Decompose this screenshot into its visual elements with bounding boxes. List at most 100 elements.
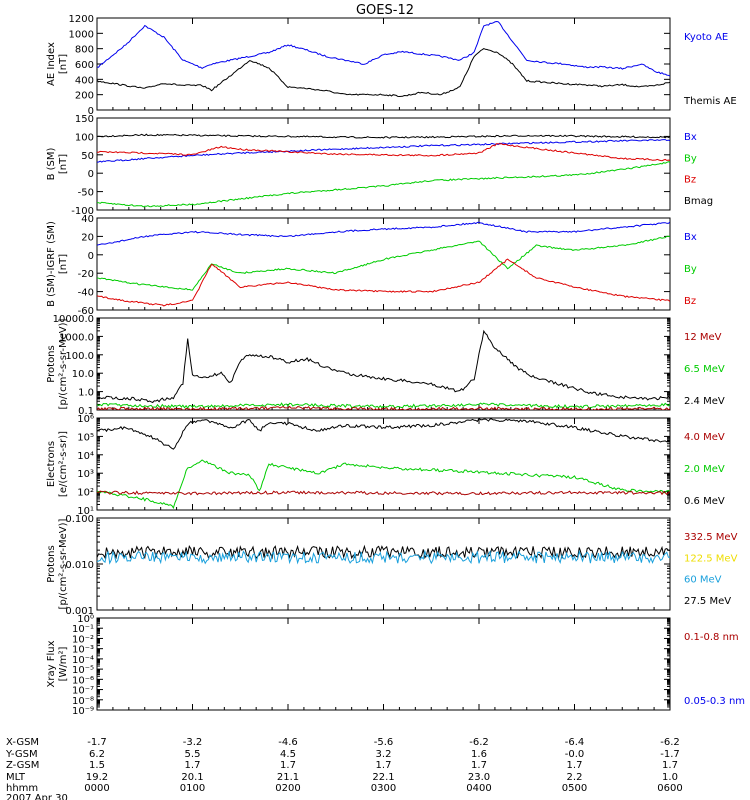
legend-label: 27.5 MeV bbox=[684, 596, 731, 607]
footer-value: -6.4 bbox=[565, 737, 585, 748]
footer-value: 1.7 bbox=[471, 760, 487, 771]
footer-value: 1.7 bbox=[185, 760, 201, 771]
footer-value: 23.0 bbox=[468, 772, 490, 783]
y-tick-label: 10⁻⁴ bbox=[72, 655, 94, 666]
y-axis-units: [nT] bbox=[58, 254, 69, 274]
y-tick-label: 200 bbox=[75, 91, 94, 102]
footer-value: 6.2 bbox=[89, 749, 105, 760]
legend-label: Bz bbox=[684, 175, 696, 186]
y-axis-units: [p/(cm²-s-sr-MeV)] bbox=[58, 318, 69, 409]
legend-label: 2.4 MeV bbox=[684, 396, 725, 407]
y-tick-label: 800 bbox=[75, 45, 94, 56]
y-axis-title: AE Index bbox=[46, 42, 57, 86]
y-tick-label: 0 bbox=[88, 106, 94, 117]
y-tick-label: 10³ bbox=[77, 469, 94, 480]
footer-value: 0500 bbox=[562, 783, 587, 794]
footer-value: 1.7 bbox=[280, 760, 296, 771]
series-line-2-4-mev bbox=[97, 329, 670, 404]
footer-value: 0000 bbox=[84, 783, 109, 794]
y-axis-units: [W/m²] bbox=[58, 646, 69, 681]
series-group bbox=[97, 544, 670, 565]
footer-value: -6.2 bbox=[660, 737, 680, 748]
ephemeris-footer: X-GSM -1.7 -3.2 -4.6 -5.6 -6.2 -6.4 -6.2 Y-GSM 6.… bbox=[5, 737, 683, 800]
y-tick-label: 0.1 bbox=[78, 406, 94, 417]
y-axis-title: Electrons bbox=[46, 441, 57, 487]
series-line-bx bbox=[97, 139, 670, 163]
y-axis-units: [nT] bbox=[58, 54, 69, 74]
series-group bbox=[97, 133, 670, 208]
panel-1: 0 200 400 600 800 1000 1200 AE Index [nT] Kyoto A… bbox=[46, 14, 737, 117]
y-tick-label: 10⁶ bbox=[77, 414, 94, 425]
y-tick-label: 0.100 bbox=[65, 514, 94, 525]
series-line-themis-ae bbox=[97, 48, 670, 98]
series-line-by bbox=[97, 235, 670, 291]
figure-title: GOES-12 bbox=[356, 3, 414, 18]
footer-value: -1.7 bbox=[87, 737, 107, 748]
y-tick-label: 1200 bbox=[69, 14, 94, 25]
footer-value: 2.2 bbox=[567, 772, 583, 783]
panel-5: 10¹ 10² 10³ 10⁴ 10⁵ 10⁶ Electrons [e/(cm²-s-sr)… bbox=[46, 414, 725, 517]
panel-frame bbox=[96, 617, 671, 711]
y-axis-title: B (SM) bbox=[46, 147, 57, 180]
y-axis-title: Xray Flux bbox=[46, 640, 57, 687]
footer-value: -1.7 bbox=[660, 749, 680, 760]
panel-frame bbox=[96, 17, 671, 111]
footer-value: -5.6 bbox=[374, 737, 394, 748]
legend-label: 6.5 MeV bbox=[684, 364, 725, 375]
footer-value: 1.0 bbox=[662, 772, 678, 783]
y-tick-label: -100 bbox=[71, 206, 94, 217]
footer-row-label: Y-GSM bbox=[5, 749, 38, 760]
panel-4: 0.1 1.0 10.0 100.0 1000.0 10000.0 Protons [p/(c… bbox=[46, 314, 725, 417]
y-tick-label: 10⁻² bbox=[72, 634, 94, 645]
footer-value: 0600 bbox=[657, 783, 682, 794]
footer-value: 1.5 bbox=[89, 760, 105, 771]
y-tick-label: 1000 bbox=[69, 29, 94, 40]
footer-value: 1.7 bbox=[662, 760, 678, 771]
legend-label: 4.0 MeV bbox=[684, 432, 725, 443]
y-tick-label: 10⁵ bbox=[77, 432, 94, 443]
y-axis-units: [e/(cm²-s-sr)] bbox=[58, 431, 69, 497]
y-tick-label: 10⁻⁵ bbox=[72, 665, 94, 676]
y-tick-label: 10⁻³ bbox=[72, 645, 94, 656]
footer-value: 20.1 bbox=[181, 772, 203, 783]
footer-value: 0200 bbox=[275, 783, 300, 794]
legend-label: 122.5 MeV bbox=[684, 553, 738, 564]
legend-label: 332.5 MeV bbox=[684, 532, 738, 543]
legend-label: Bz bbox=[684, 296, 696, 307]
y-tick-label: 40 bbox=[81, 214, 94, 225]
series-line-2-0-mev bbox=[97, 459, 670, 510]
y-tick-label: 10⁻⁷ bbox=[72, 686, 94, 697]
y-tick-label: 10⁻⁸ bbox=[72, 696, 94, 707]
legend-label: By bbox=[684, 264, 697, 275]
y-tick-label: -40 bbox=[78, 288, 94, 299]
legend-label: 0.05-0.3 nm bbox=[684, 696, 745, 707]
y-tick-label: 150 bbox=[75, 114, 94, 125]
legend-label: 12 MeV bbox=[684, 332, 722, 343]
y-tick-label: 10000.0 bbox=[53, 314, 94, 325]
panel-frame bbox=[96, 517, 671, 611]
footer-value: -6.2 bbox=[469, 737, 489, 748]
series-line-bz bbox=[97, 258, 670, 307]
legend-label: Kyoto AE bbox=[684, 32, 728, 43]
y-tick-label: 0 bbox=[88, 169, 94, 180]
y-tick-label: 10⁴ bbox=[77, 451, 94, 462]
footer-row-label: hhmm bbox=[6, 783, 38, 794]
series-group bbox=[97, 418, 670, 510]
y-tick-label: 100 bbox=[75, 132, 94, 143]
series-line-60-mev bbox=[97, 549, 670, 565]
y-tick-label: 400 bbox=[75, 75, 94, 86]
footer-value: -3.2 bbox=[183, 737, 203, 748]
y-axis-title: Protons bbox=[46, 545, 57, 582]
footer-value: 1.7 bbox=[376, 760, 392, 771]
legend-label: Bmag bbox=[684, 196, 713, 207]
series-group bbox=[97, 329, 670, 410]
series-line-bx bbox=[97, 221, 670, 246]
series-line-6-5-mev bbox=[97, 402, 670, 409]
footer-value: 0400 bbox=[466, 783, 491, 794]
y-tick-label: 1.0 bbox=[78, 388, 94, 399]
y-tick-label: -50 bbox=[78, 188, 94, 199]
y-tick-label: -60 bbox=[78, 306, 94, 317]
legend-label: 0.6 MeV bbox=[684, 496, 725, 507]
